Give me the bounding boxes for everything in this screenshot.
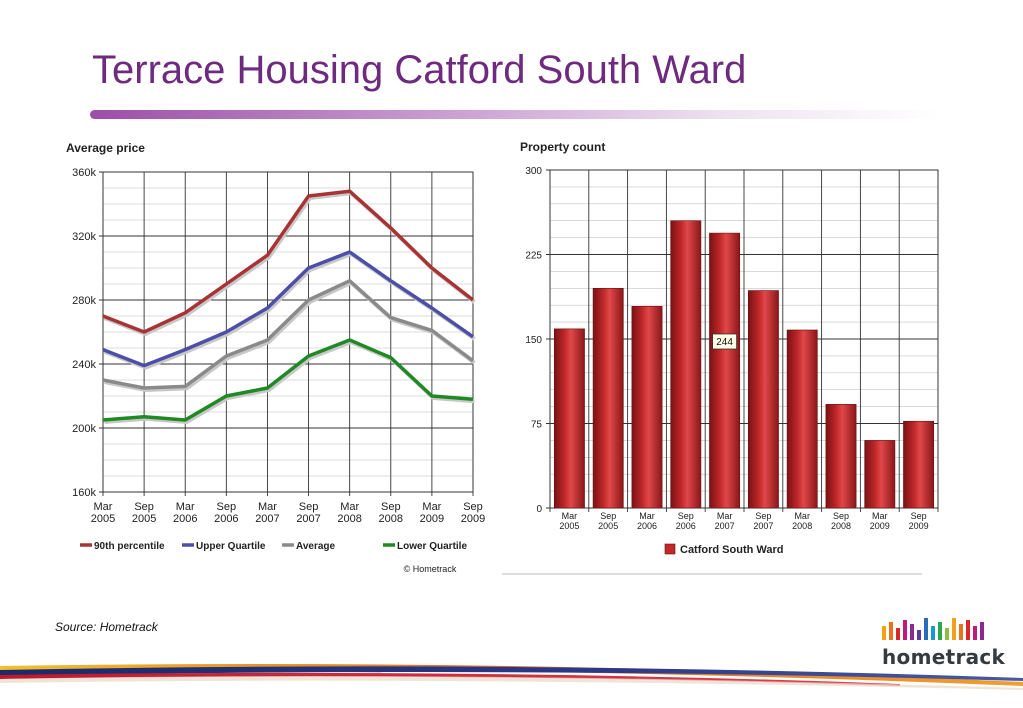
- x-tick-label: Mar 2006: [637, 511, 657, 531]
- y-tick-label: 160k: [72, 487, 96, 499]
- series-line: [102, 250, 475, 368]
- hometrack-logo: hometrack: [878, 614, 1005, 670]
- legend-item: Average: [282, 541, 336, 552]
- legend-label: Upper Quartile: [196, 541, 266, 552]
- page-title: Terrace Housing Catford South Ward: [92, 48, 747, 92]
- x-tick-label: Mar 2006: [173, 501, 197, 525]
- x-tick-label: Sep 2005: [132, 501, 156, 525]
- average-price-svg: 160k 200k 240k 280k 320k 360k Mar 2005 Sep 2005 Ma…: [72, 167, 485, 574]
- tooltip-box: [712, 333, 738, 350]
- y-tick-label: 200k: [72, 423, 96, 435]
- x-tick-label: Sep 2007: [753, 511, 773, 531]
- footer-swoosh: [0, 664, 1023, 690]
- legend-label: Average: [296, 541, 336, 552]
- y-tick-label: 225: [525, 251, 542, 262]
- property-count-svg: 0 75 150 225 300 Mar 2005 Sep 2005 Mar 2006 Sep 2006…: [502, 166, 939, 575]
- y-tick-label: 300: [525, 166, 542, 177]
- x-tick-label: Mar 2005: [559, 511, 579, 531]
- legend-item: Upper Quartile: [182, 541, 266, 552]
- average-price-chart: Average price 160k 200k 240k 280k 320k 360k Ma…: [40, 132, 490, 580]
- bar: [903, 420, 935, 509]
- chart-title: Property count: [520, 140, 606, 154]
- bar: [747, 290, 779, 509]
- legend-item: Lower Quartile: [383, 541, 467, 552]
- bar: [670, 220, 702, 509]
- x-tick-label: Sep 2008: [379, 501, 403, 525]
- y-tick-label: 240k: [72, 359, 96, 371]
- legend-item: Catford South Ward: [664, 543, 783, 556]
- y-tick-label: 150: [525, 335, 542, 346]
- x-tick-label: Mar 2008: [337, 501, 361, 525]
- title-underline: [90, 110, 940, 119]
- x-tick-label: Sep 2005: [598, 511, 618, 531]
- series-line: [102, 279, 475, 390]
- bar: [553, 328, 585, 509]
- x-tick-label: Mar 2007: [255, 501, 279, 525]
- x-tick-label: Mar 2009: [420, 501, 444, 525]
- x-tick-label: Sep 2006: [676, 511, 696, 531]
- bar: [709, 232, 741, 509]
- y-tick-label: 75: [531, 420, 543, 431]
- chart-title: Average price: [66, 141, 145, 155]
- y-tick-label: 320k: [72, 231, 96, 243]
- y-tick-label: 280k: [72, 295, 96, 307]
- x-tick-label: Sep 2007: [296, 501, 320, 525]
- bar: [864, 440, 896, 509]
- bar: [592, 288, 624, 509]
- legend-label: 90th percentile: [94, 541, 165, 552]
- x-tick-label: Sep 2008: [831, 511, 851, 531]
- chart-credit: © Hometrack: [404, 564, 457, 574]
- value-tooltip: 244: [712, 333, 738, 350]
- logo-bars-icon: [882, 618, 984, 640]
- x-tick-label: Sep 2009: [909, 511, 929, 531]
- property-count-chart: Property count 0 75 150 225 300 Mar 2005 Sep 200…: [500, 132, 952, 580]
- legend-label: Catford South Ward: [680, 544, 783, 556]
- source-note: Source: Hometrack: [55, 620, 158, 634]
- bar: [631, 306, 663, 509]
- x-tick-label: Mar 2008: [792, 511, 812, 531]
- x-tick-label: Mar 2007: [715, 511, 735, 531]
- series-line: [102, 189, 475, 334]
- bar: [825, 404, 857, 509]
- series-line: [102, 338, 474, 422]
- legend-item: 90th percentile: [80, 541, 165, 552]
- legend-swatch: [664, 543, 676, 555]
- x-tick-label: Sep 2006: [214, 501, 238, 525]
- x-tick-label: Mar 2005: [91, 501, 115, 525]
- y-tick-label: 0: [536, 504, 542, 515]
- legend-label: Lower Quartile: [397, 541, 467, 552]
- x-tick-label: Mar 2009: [870, 511, 890, 531]
- logo-text: hometrack: [882, 645, 1006, 669]
- bar: [786, 329, 818, 509]
- y-tick-label: 360k: [72, 167, 96, 179]
- x-tick-label: Sep 2009: [461, 501, 485, 525]
- tooltip-label: 244: [716, 337, 733, 348]
